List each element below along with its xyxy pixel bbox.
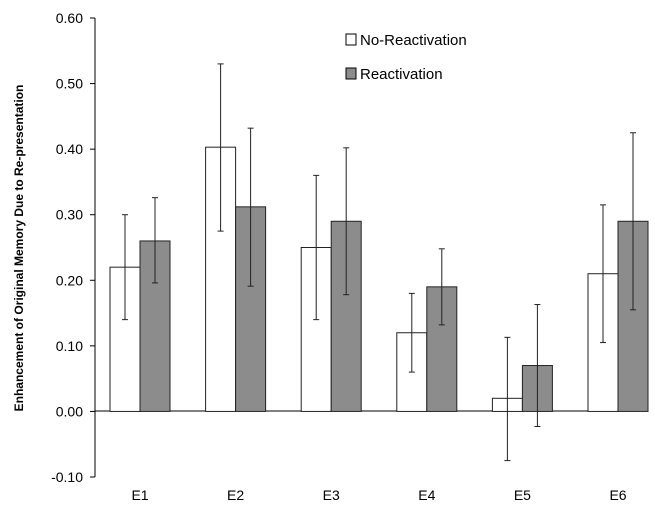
legend-label-no-reactivation: No-Reactivation <box>360 32 467 49</box>
bar-reactivation-e4 <box>426 286 458 412</box>
y-axis-label: Enhancement of Original Memory Due to Re… <box>12 85 26 412</box>
y-tick-label: 0.30 <box>56 207 83 223</box>
x-tick-label: E3 <box>323 487 340 503</box>
y-tick-label: 0.60 <box>56 10 83 26</box>
bars <box>109 146 649 412</box>
x-tick-label: E5 <box>514 487 531 503</box>
legend-swatch-reactivation <box>345 67 357 80</box>
x-tick-label: E6 <box>609 487 626 503</box>
y-tick-label: 0.00 <box>56 403 83 419</box>
x-tick-label: E2 <box>227 487 244 503</box>
legend-label-reactivation: Reactivation <box>360 66 443 83</box>
x-ticks: E1 E2 E3 E4 E5 E6 <box>131 487 626 503</box>
y-tick-label: 0.20 <box>56 272 83 288</box>
y-tick-label: 0.10 <box>56 338 83 354</box>
x-tick-label: E4 <box>418 487 435 503</box>
legend-swatch-no-reactivation <box>345 33 357 46</box>
axes <box>94 18 640 477</box>
y-tick-label: 0.50 <box>56 76 83 92</box>
error-bars <box>122 63 636 462</box>
x-tick-label: E1 <box>131 487 148 503</box>
bar-no-reactivation-e2 <box>205 146 237 412</box>
y-tick-label: -0.10 <box>51 469 83 485</box>
legend: No-Reactivation Reactivation <box>345 32 467 83</box>
y-ticks: -0.10 0.00 0.10 0.20 0.30 0.40 0.50 0.60 <box>51 10 95 485</box>
y-tick-label: 0.40 <box>56 141 83 157</box>
